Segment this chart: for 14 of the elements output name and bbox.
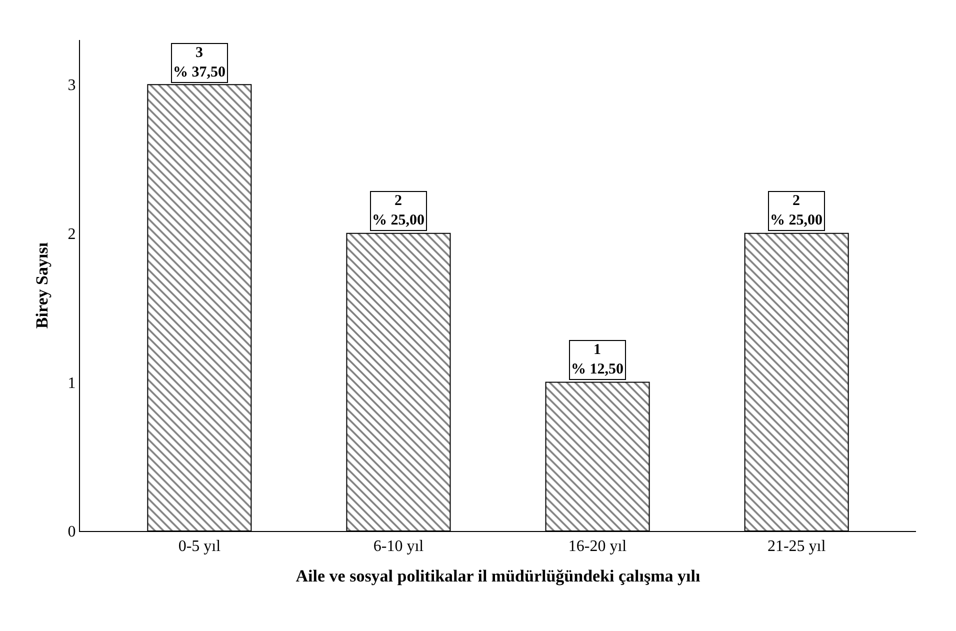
y-axis-title: Birey Sayısı (32, 242, 52, 329)
x-axis-title: Aile ve sosyal politikalar il müdürlüğündeki çalışma yılı (296, 566, 700, 586)
y-tick-label: 0 (68, 524, 76, 541)
data-label: 2 % 25,00 (770, 193, 822, 228)
y-tick-label: 1 (68, 374, 76, 392)
data-label: 2 % 25,00 (372, 193, 424, 228)
y-tick-label: 2 (68, 226, 76, 244)
x-tick-label: 21-25 yıl (767, 538, 826, 556)
x-tick-label: 6-10 yıl (373, 538, 424, 556)
x-tick-label: 0-5 yıl (178, 538, 222, 556)
y-tick-label: 3 (68, 77, 76, 94)
data-label: 1 % 12,50 (571, 342, 624, 378)
x-tick-label: 16-20 yıl (568, 538, 628, 556)
data-label: 3 % 37,50 (173, 45, 226, 80)
